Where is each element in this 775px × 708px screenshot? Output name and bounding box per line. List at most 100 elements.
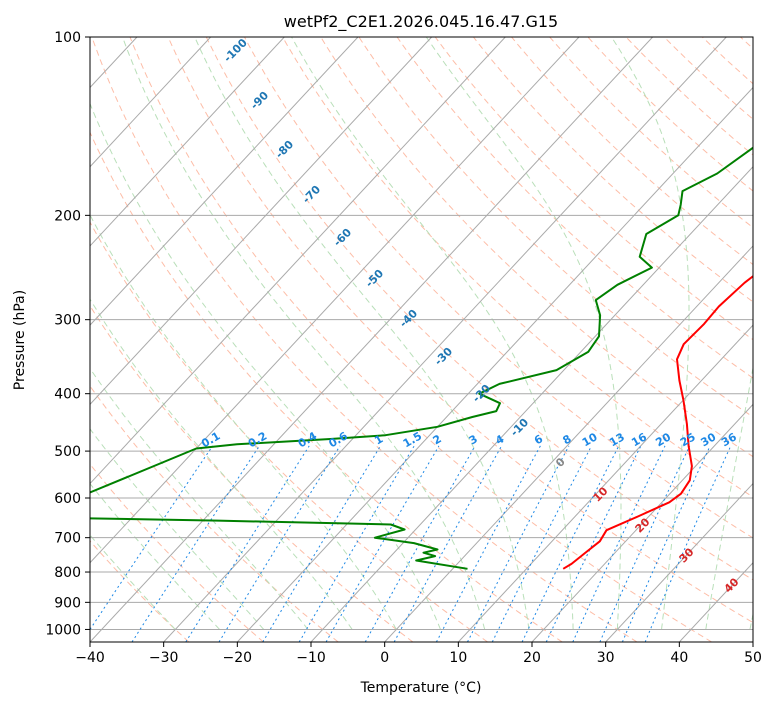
x-tick-label: 10 [449, 650, 467, 666]
dry-adiabat-line [473, 37, 753, 303]
y-tick-label: 700 [54, 531, 81, 547]
y-tick-label: 500 [54, 444, 81, 460]
moist-adiabat-line [425, 37, 622, 630]
moist-adiabat-line [90, 428, 265, 630]
dry-adiabat-line [90, 540, 190, 642]
moist-adiabat-line [90, 298, 353, 630]
mixing-ratio-line [491, 445, 592, 642]
mixing-ratio-line [521, 445, 620, 642]
plot-frame [89, 36, 754, 643]
moist-adiabat-line [749, 612, 753, 630]
isotherm-line [605, 482, 753, 642]
moist-adiabat-line [194, 37, 530, 630]
mixing-ratio-line [393, 445, 503, 642]
mixing-ratio-line [599, 445, 691, 642]
isotherm-line [531, 403, 753, 642]
mixing-ratio-line [621, 445, 711, 642]
isotherm-line [90, 37, 580, 564]
mixing-ratio-line [467, 445, 570, 642]
isotherm-label: -40 [397, 307, 420, 330]
isotherm-label: -80 [273, 138, 296, 161]
dry-adiabat-line [511, 37, 753, 266]
y-tick-label: 800 [54, 565, 81, 581]
mixing-ratio-line [644, 445, 732, 642]
mixing-ratio-line [545, 445, 642, 642]
isotherm-line [90, 37, 212, 168]
mixing-ratio-line [298, 445, 415, 642]
dry-adiabat-line [549, 37, 753, 229]
isotherm-label: -50 [363, 267, 386, 290]
isotherm-label: -20 [470, 382, 493, 405]
dry-adiabat-line [358, 37, 753, 418]
mixing-ratio-label: 13 [607, 430, 627, 449]
x-tick-label: −40 [75, 650, 105, 666]
mixing-ratio-line [90, 445, 214, 631]
dry-adiabats [90, 37, 753, 642]
y-tick-label: 100 [54, 30, 81, 46]
mixing-ratio-line [262, 445, 381, 642]
mixing-ratio-lines [90, 445, 732, 642]
isobar-grid [90, 37, 753, 630]
profile-series-line [90, 146, 753, 570]
x-tick-label: 50 [744, 650, 762, 666]
y-axis-ticks: 100 200 300 400 500 600 700 800 900 1000 [45, 30, 90, 638]
isotherm-line [90, 37, 654, 642]
moist-adiabat-line [90, 213, 397, 630]
isotherm-line [457, 324, 753, 642]
dry-adiabat-line [91, 37, 638, 642]
isotherm-label: -90 [248, 89, 271, 112]
dry-adiabat-line [90, 221, 488, 642]
isotherm-line [752, 641, 753, 642]
x-tick-label: −20 [223, 650, 253, 666]
x-tick-label: 20 [523, 650, 541, 666]
mixing-ratio-line [218, 445, 341, 642]
moist-adiabat-line [90, 482, 220, 630]
isotherm-line [90, 37, 285, 247]
mixing-ratio-label: 0.6 [327, 429, 351, 450]
isotherm-line [0, 37, 63, 642]
isotherm-label: -10 [508, 416, 531, 439]
profile-series-line [562, 274, 753, 570]
profile-series [90, 146, 753, 570]
dry-adiabat-line [167, 37, 753, 624]
mixing-ratio-line [325, 445, 440, 642]
x-axis-label: Temperature (°C) [360, 680, 482, 696]
dry-adiabat-line [129, 37, 712, 642]
dry-adiabat-line [625, 37, 753, 156]
mixing-ratio-label: 2 [431, 432, 444, 447]
isotherm-label: -30 [432, 345, 455, 368]
mixing-ratio-label: 20 [653, 430, 673, 449]
x-tick-label: 30 [597, 650, 615, 666]
mixing-ratio-label: 30 [698, 430, 718, 449]
x-tick-label: 40 [670, 650, 688, 666]
mixing-ratio-line [435, 445, 541, 642]
isotherm-line [163, 37, 727, 642]
dry-adiabat-line [244, 37, 753, 539]
chart-title: wetPf2_C2E1.2026.045.16.47.G15 [284, 12, 558, 32]
mixing-ratio-label: 6 [532, 432, 545, 447]
mixing-ratio-line [572, 445, 666, 642]
moist-adiabat-line [291, 37, 574, 630]
moist-adiabats [90, 37, 753, 630]
moist-adiabat-line [705, 365, 753, 630]
isotherms [0, 37, 753, 642]
dry-adiabat-line [90, 304, 414, 642]
x-axis-ticks: −40 −30 −20 −10 0 10 20 30 40 50 [75, 642, 762, 666]
mixing-ratio-label: 0.4 [296, 429, 320, 450]
mixing-ratio-label: 10 [580, 430, 600, 449]
isotherm-line [90, 37, 506, 485]
mixing-ratio-label: 3 [467, 432, 480, 447]
dry-adiabat-line [320, 37, 753, 458]
plot-area: -100-90-80-70-60-50-40-30-20-10010203040… [0, 37, 753, 642]
isotherm-line [678, 562, 753, 642]
isotherm-line [236, 86, 753, 642]
x-tick-label: 0 [380, 650, 389, 666]
dry-adiabat-line [740, 37, 753, 50]
mixing-ratio-label: 25 [678, 430, 698, 449]
x-tick-label: −10 [296, 650, 326, 666]
mixing-ratio-label: 0.2 [246, 429, 269, 450]
mixing-ratio-label: 36 [719, 430, 739, 449]
mixing-ratio-line [131, 445, 260, 642]
y-tick-label: 1000 [45, 622, 81, 638]
